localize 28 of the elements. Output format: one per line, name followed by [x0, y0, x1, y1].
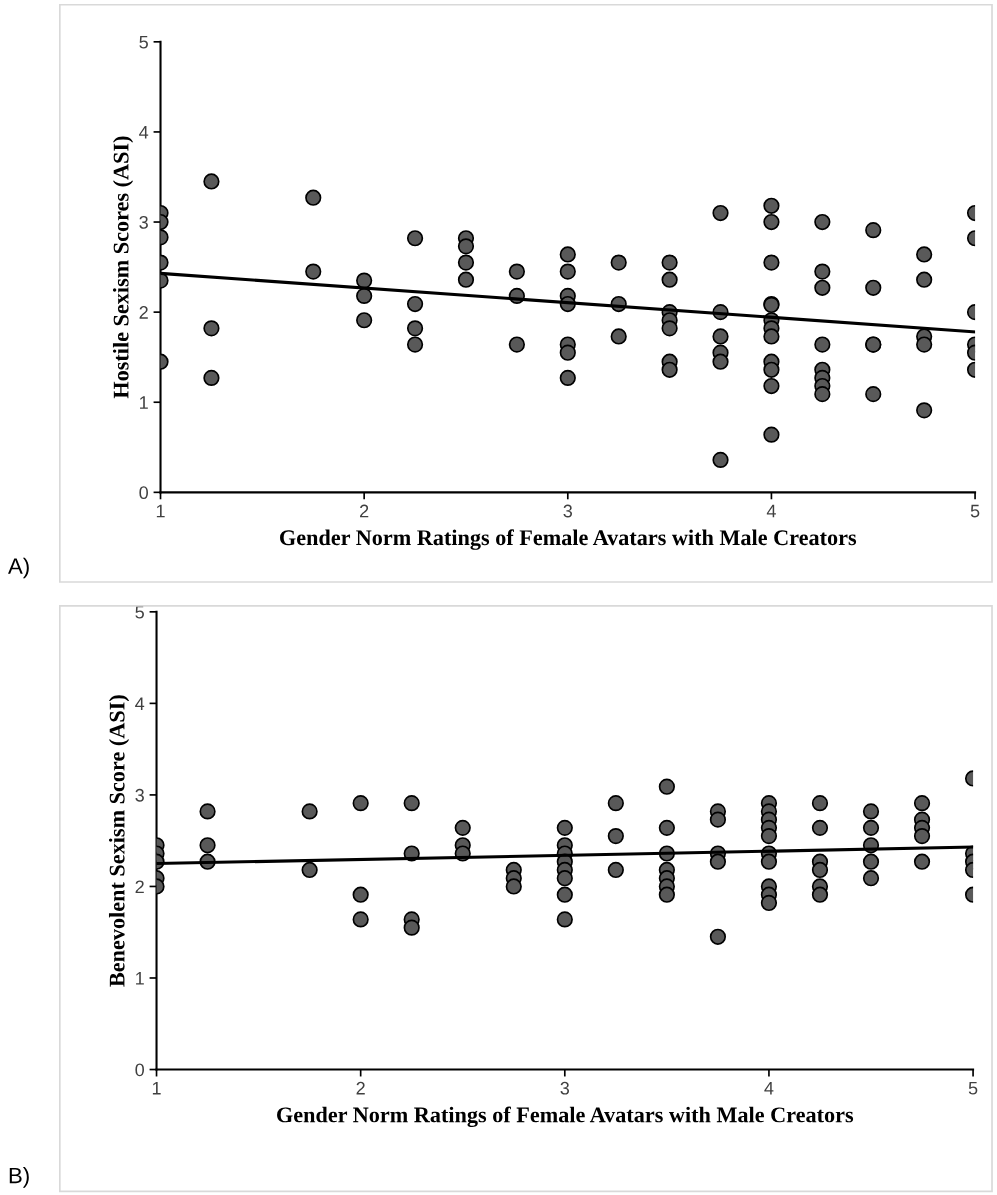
y-tick-label: 1: [140, 396, 148, 409]
x-axis-title: Gender Norm Ratings of Female Avatars with Male Creators: [277, 1106, 854, 1128]
y-axis-title: Hostile Sexism Scores (ASI): [112, 136, 134, 399]
y-tick-label: 5: [139, 35, 148, 49]
x-tick-label: 4: [766, 504, 776, 518]
y-tick-label: 2: [139, 306, 148, 319]
y-tick-label: 0: [139, 486, 149, 500]
x-tick-label: 1: [156, 504, 165, 518]
x-tick-label: 2: [360, 504, 369, 518]
x-tick-label: 4: [764, 1081, 774, 1095]
y-axis-title: Benevolent Sexism Score (ASI): [108, 695, 130, 987]
y-tick-label: 5: [135, 605, 144, 619]
x-tick-label: 3: [560, 1081, 570, 1095]
text: A): [8, 557, 29, 579]
y-tick-label: 3: [139, 215, 148, 229]
x-tick-label: 2: [356, 1081, 365, 1095]
y-tick-label: 4: [135, 697, 145, 710]
x-axis-title: Gender Norm Ratings of Female Avatars with Male Creators: [280, 529, 857, 550]
text: B): [9, 1167, 29, 1188]
x-tick-label: 3: [563, 504, 573, 518]
y-tick-label: 4: [139, 126, 149, 139]
y-tick-label: 1: [136, 972, 144, 985]
y-tick-label: 3: [135, 788, 144, 802]
x-tick-label: 5: [968, 1081, 978, 1095]
x-tick-label: 1: [152, 1081, 161, 1095]
y-tick-label: 0: [135, 1063, 145, 1077]
x-tick-label: 5: [970, 504, 980, 518]
y-tick-label: 2: [135, 880, 144, 893]
